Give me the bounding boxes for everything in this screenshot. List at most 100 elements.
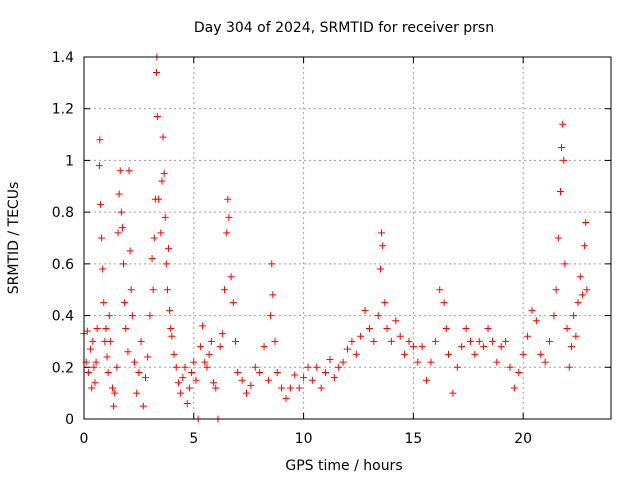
data-point <box>157 229 165 237</box>
data-point <box>484 325 492 332</box>
data-point <box>295 384 303 392</box>
data-point <box>201 358 209 366</box>
data-point <box>83 327 91 335</box>
data-point <box>207 337 215 345</box>
data-point <box>396 332 404 340</box>
data-point <box>133 389 141 397</box>
data-point <box>161 213 169 221</box>
data-point <box>532 317 540 325</box>
data-point <box>506 363 514 371</box>
data-point <box>227 273 235 281</box>
data-point <box>149 286 157 294</box>
y-tick-label: 0 <box>65 412 74 428</box>
axis-ticks: 0 0.2 0.4 0.6 0.8 1 1.2 1.4 0 5 10 15 20 <box>52 50 611 447</box>
data-point <box>224 195 232 203</box>
data-points <box>80 53 591 423</box>
data-point <box>475 337 483 345</box>
data-point <box>100 299 108 307</box>
data-point <box>313 363 321 371</box>
x-tick-label: 20 <box>514 431 532 447</box>
data-point <box>269 291 277 299</box>
data-point <box>286 384 294 392</box>
data-point <box>131 358 139 366</box>
data-point <box>563 325 571 332</box>
data-point <box>216 343 224 351</box>
data-point <box>106 337 114 345</box>
data-point <box>128 312 136 320</box>
data-point <box>453 363 461 371</box>
y-tick-label: 0.2 <box>52 360 74 376</box>
data-point <box>104 368 112 376</box>
data-point <box>370 337 378 345</box>
data-point <box>383 325 391 332</box>
data-point <box>117 208 125 216</box>
data-point <box>576 273 584 281</box>
data-point <box>515 368 523 376</box>
y-tick-label: 1 <box>65 153 74 169</box>
data-point <box>127 286 135 294</box>
data-point <box>273 368 281 376</box>
data-point <box>210 379 218 387</box>
data-point <box>466 337 474 345</box>
data-point <box>376 265 384 273</box>
data-point <box>317 384 325 392</box>
data-point <box>126 247 134 255</box>
data-point <box>153 112 161 120</box>
data-point <box>537 350 545 358</box>
data-point <box>212 384 220 392</box>
data-point <box>462 325 470 332</box>
data-point <box>120 260 128 268</box>
data-point <box>260 343 268 351</box>
data-point <box>374 312 382 320</box>
data-point <box>256 368 264 376</box>
data-point <box>93 325 101 332</box>
grid-lines <box>84 57 611 419</box>
data-point <box>88 384 96 392</box>
data-point <box>583 286 591 294</box>
data-point <box>524 332 532 340</box>
data-point <box>114 229 122 237</box>
data-point <box>392 317 400 325</box>
data-point <box>271 337 279 345</box>
data-point <box>115 190 123 198</box>
data-point <box>445 350 453 358</box>
data-point <box>493 358 501 366</box>
data-point <box>308 376 316 384</box>
data-point <box>205 350 213 358</box>
data-point <box>519 350 527 358</box>
data-point <box>84 368 92 376</box>
data-point <box>414 358 422 366</box>
data-point <box>238 376 246 384</box>
data-point <box>167 325 175 332</box>
data-point <box>90 363 98 371</box>
data-point <box>326 356 334 364</box>
data-point <box>113 363 121 371</box>
data-point <box>109 384 117 392</box>
data-point <box>160 169 168 177</box>
data-point <box>135 368 143 376</box>
data-point <box>148 255 156 263</box>
data-point <box>528 306 536 314</box>
data-point <box>137 337 145 345</box>
data-point <box>581 242 589 250</box>
y-tick-label: 0.4 <box>52 309 74 325</box>
y-tick-label: 0.6 <box>52 257 74 273</box>
data-point <box>188 368 196 376</box>
data-point <box>552 286 560 294</box>
data-point <box>381 299 389 307</box>
data-point <box>229 299 237 307</box>
data-point <box>87 345 95 353</box>
data-point <box>166 306 174 314</box>
data-point <box>264 376 272 384</box>
data-point <box>559 120 567 128</box>
data-point <box>105 312 113 320</box>
data-point <box>177 389 185 397</box>
data-point <box>423 376 431 384</box>
data-point <box>91 379 99 387</box>
data-point <box>574 299 582 307</box>
data-point <box>560 156 568 164</box>
data-point <box>139 402 147 410</box>
data-point <box>196 343 204 351</box>
data-point <box>436 286 444 294</box>
